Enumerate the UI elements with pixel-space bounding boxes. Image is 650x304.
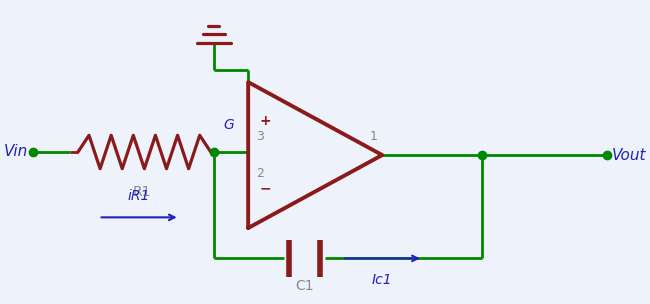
Text: Ic1: Ic1 — [372, 273, 393, 287]
Text: R1: R1 — [133, 185, 151, 199]
Text: Vout: Vout — [612, 147, 646, 163]
Text: +: + — [260, 115, 272, 129]
Text: 3: 3 — [255, 130, 263, 143]
Text: 2: 2 — [255, 167, 263, 180]
Text: iR1: iR1 — [128, 189, 150, 203]
Text: C1: C1 — [295, 279, 313, 293]
Text: Vin: Vin — [4, 144, 28, 160]
Text: −: − — [260, 181, 272, 195]
Text: G: G — [223, 118, 234, 132]
Text: 1: 1 — [370, 130, 378, 143]
